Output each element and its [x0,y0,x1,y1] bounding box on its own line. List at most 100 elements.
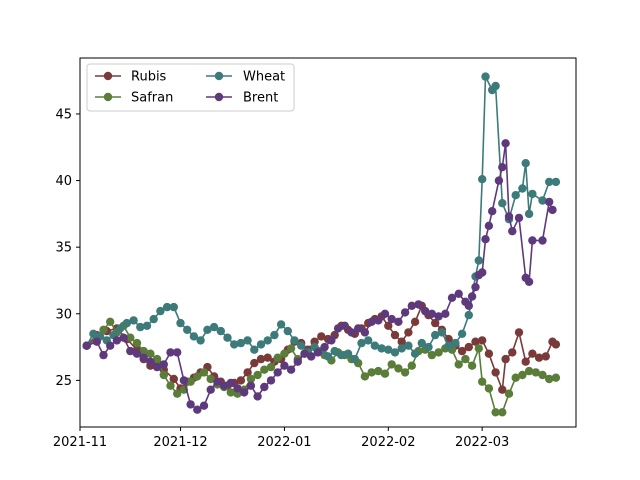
data-point-rubis [250,358,259,368]
data-point-wheat [521,159,530,168]
data-point-safran [454,360,463,369]
data-point-brent [427,309,437,318]
data-point-safran [152,354,162,364]
data-point-wheat [263,336,272,345]
data-point-safran [380,369,390,378]
data-point-brent [99,350,108,360]
data-point-rubis [534,353,544,362]
data-point-brent [219,381,229,390]
data-point-brent [240,388,249,397]
data-point-brent [266,376,276,385]
data-point-brent [193,405,202,414]
data-point-safran [518,370,527,380]
data-point-wheat [276,320,286,329]
data-point-wheat [243,336,252,345]
data-point-wheat [384,345,393,354]
data-point-brent [92,337,102,346]
data-point-brent [327,336,336,345]
legend-label: Safran [131,91,173,106]
data-point-safran [498,408,507,417]
data-point-wheat [256,340,266,349]
data-point-wheat [270,330,279,340]
data-point-wheat [491,81,500,91]
data-point-brent [112,336,122,345]
data-point-wheat [283,326,292,336]
data-point-brent [484,221,494,230]
data-point-wheat [122,318,132,328]
data-point-wheat [538,196,547,205]
data-point-wheat [431,330,440,340]
data-point-brent [360,328,370,337]
data-point-brent [213,377,222,386]
data-point-safran [199,368,209,377]
data-point-rubis [410,317,420,326]
data-point-safran [434,348,443,357]
data-point-brent [514,213,524,223]
data-point-safran [474,344,483,353]
data-point-brent [367,317,376,326]
data-point-brent [273,368,282,377]
y-tick-label: 45 [55,107,72,122]
data-point-wheat [397,344,406,353]
data-point-brent [179,376,189,385]
data-point-wheat [297,341,306,350]
data-point-safran [374,366,383,376]
data-point-brent [498,163,507,172]
data-point-wheat [236,338,246,348]
data-point-wheat [343,349,353,358]
data-point-safran [461,354,470,364]
data-point-brent [414,300,423,309]
data-point-wheat [451,338,460,348]
data-point-brent [300,349,309,358]
data-point-wheat [474,256,483,265]
data-point-brent [293,357,302,366]
x-tick-label: 2021-11 [53,435,107,450]
data-point-brent [434,312,443,321]
data-point-brent [548,205,557,215]
data-point-safran [524,366,534,376]
data-point-brent [119,333,128,342]
data-point-rubis [236,376,246,385]
data-point-brent [471,282,480,292]
data-point-brent [464,301,473,310]
data-point-wheat [223,333,232,342]
data-point-safran [360,372,370,381]
data-point-brent [394,317,403,326]
data-point-wheat [481,72,490,81]
data-point-safran [467,361,477,370]
y-tick-label: 35 [55,241,72,256]
data-point-rubis [390,330,400,340]
data-point-brent [340,321,349,330]
data-point-rubis [521,357,530,366]
data-point-wheat [89,329,98,338]
data-point-wheat [390,348,400,357]
legend-entry-rubis: Rubis [95,70,167,85]
data-point-wheat [545,177,554,187]
data-point-brent [380,309,390,318]
data-point-brent [524,277,534,286]
data-point-safran [504,389,514,398]
data-point-wheat [524,209,534,219]
data-point-wheat [511,191,520,200]
data-point-safran [400,368,410,377]
data-point-wheat [528,189,537,199]
data-point-safran [484,384,494,393]
legend-marker [103,71,113,81]
data-point-brent [387,314,396,324]
data-point-brent [354,324,363,333]
data-point-wheat [330,346,339,356]
data-point-wheat [196,336,205,345]
data-point-rubis [514,328,524,337]
y-tick-label: 25 [55,374,72,389]
data-point-safran [531,368,540,377]
data-point-brent [538,236,547,245]
data-point-safran [260,365,269,374]
data-point-wheat [357,338,366,348]
data-point-wheat [551,177,561,187]
legend-marker [103,92,113,102]
data-point-brent [441,309,450,318]
data-point-brent [199,401,209,410]
legend-label: Wheat [243,70,285,85]
legend-label: Brent [243,91,278,106]
y-tick-label: 40 [55,174,72,189]
